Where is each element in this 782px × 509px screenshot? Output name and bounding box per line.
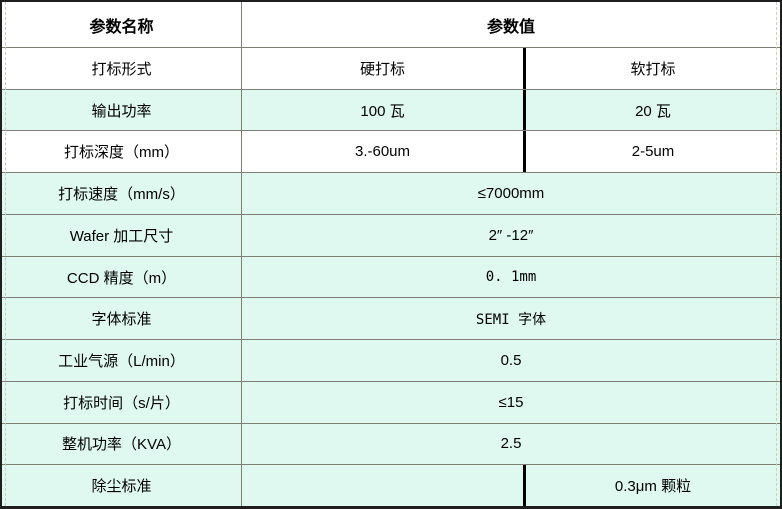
param-name-cell: 打标深度（mm）: [2, 131, 242, 173]
param-name-cell: Wafer 加工尺寸: [2, 214, 242, 256]
param-name-cell: 打标形式: [2, 48, 242, 89]
param-value-cell: 0.5: [500, 352, 522, 369]
param-value-left: [242, 465, 523, 506]
value-split-divider: [523, 131, 526, 173]
table-row: 打标深度（mm） 3.-60um 2-5um: [2, 131, 780, 174]
param-name-cell: 输出功率: [2, 89, 242, 131]
table-row: CCD 精度（m） 0. 1mm: [2, 256, 780, 299]
param-name-cell: 打标速度（mm/s）: [2, 173, 242, 214]
param-value-left: 硬打标: [359, 60, 405, 78]
table-row: 输出功率 100 瓦 20 瓦: [2, 89, 780, 132]
param-value-cell: 0. 1mm: [485, 269, 537, 286]
table-row: 整机功率（KVA） 2.5: [2, 423, 780, 466]
param-name-cell: CCD 精度（m）: [2, 256, 242, 298]
header-param-value: 参数值: [486, 18, 535, 36]
param-name-cell: 字体标准: [2, 298, 242, 340]
table-row: 打标形式 硬打标 软打标: [2, 48, 780, 90]
table-row: 字体标准 SEMI 字体: [2, 298, 780, 341]
value-split-divider: [523, 48, 526, 89]
param-value-cell: ≤15: [498, 393, 524, 411]
param-name-cell: 除尘标准: [2, 465, 242, 506]
param-name-cell: 整机功率（KVA）: [2, 423, 242, 465]
value-split-divider: [523, 89, 526, 131]
param-value-right: 20 瓦: [635, 102, 671, 120]
table-header-row: 参数名称 参数值: [2, 2, 780, 48]
param-value-right: 0.3μm 颗粒: [614, 478, 692, 496]
table-row: 打标速度（mm/s） ≤7000mm: [2, 173, 780, 215]
param-value-cell: SEMI 字体: [475, 311, 547, 328]
param-value-left: 100 瓦: [360, 102, 405, 120]
param-name-cell: 工业气源（L/min）: [2, 340, 242, 381]
header-param-name: 参数名称: [2, 2, 242, 47]
param-value-left: 3.-60um: [354, 143, 411, 161]
table-row: 工业气源（L/min） 0.5: [2, 340, 780, 382]
table-row: 除尘标准 0.3μm 颗粒: [2, 465, 780, 506]
value-split-divider: [523, 465, 526, 506]
param-value-cell: ≤7000mm: [477, 185, 545, 203]
param-value-right: 软打标: [630, 60, 676, 78]
param-value-right: 2-5um: [631, 143, 675, 161]
table-row: 打标时间（s/片） ≤15: [2, 381, 780, 424]
param-value-cell: 2″ -12″: [488, 226, 534, 244]
table-row: Wafer 加工尺寸 2″ -12″: [2, 214, 780, 257]
param-name-cell: 打标时间（s/片）: [2, 381, 242, 423]
param-value-cell: 2.5: [500, 435, 522, 453]
